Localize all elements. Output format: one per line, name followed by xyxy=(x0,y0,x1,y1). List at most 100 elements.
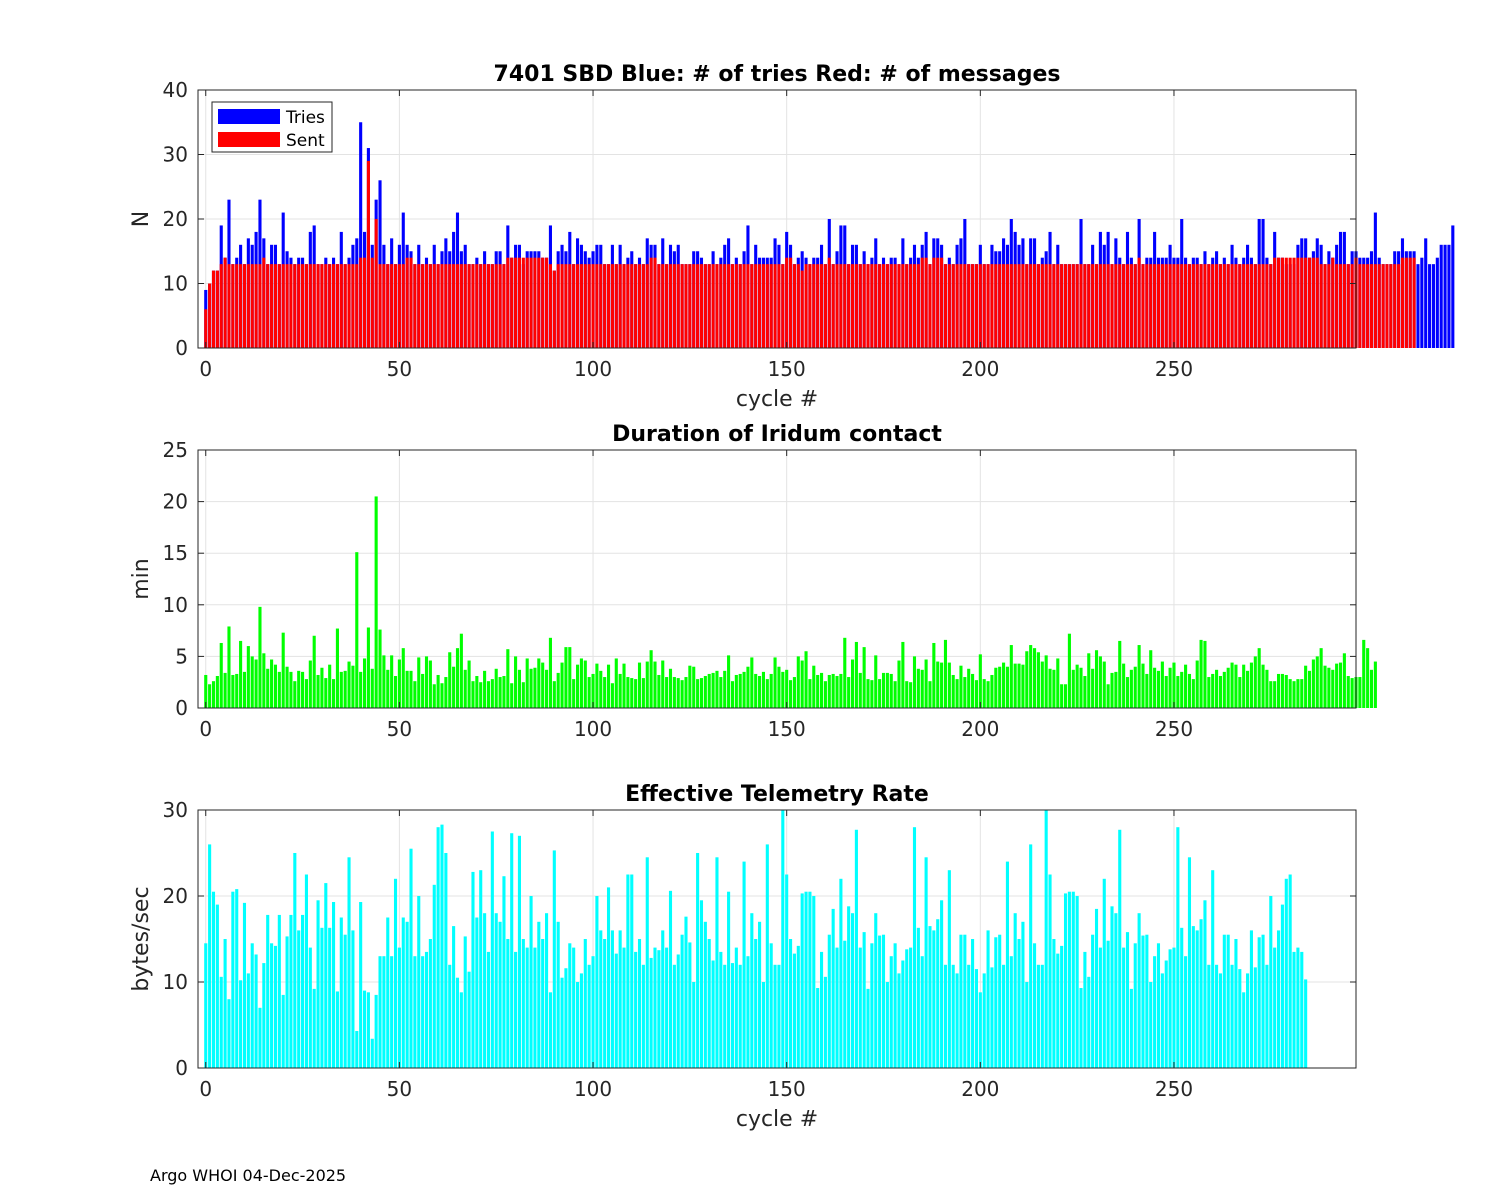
panel1-xtick-label: 250 xyxy=(1155,357,1193,381)
panel3-xlabel: cycle # xyxy=(736,1107,818,1132)
panel3-bar-rate xyxy=(854,829,858,1068)
panel2-bar-duration xyxy=(1091,668,1095,708)
panel2-bar-duration xyxy=(1273,681,1277,708)
panel1-bar-sent xyxy=(390,264,394,348)
panel3-bar-rate xyxy=(324,883,328,1068)
panel1-bar-sent xyxy=(785,257,789,348)
panel1-bar-sent xyxy=(208,283,212,348)
panel1-bar-sent xyxy=(781,264,785,348)
panel1-bar-sent xyxy=(618,264,622,348)
panel2-bar-duration xyxy=(328,664,332,708)
panel3-bar-rate xyxy=(397,947,401,1068)
panel1-bar-sent xyxy=(424,264,429,348)
panel1-xtick-label: 100 xyxy=(574,357,612,381)
panel2-bar-duration xyxy=(951,674,955,708)
panel3-bar-rate xyxy=(940,900,944,1068)
panel2-bar-duration xyxy=(1029,645,1033,708)
panel2-bar-duration xyxy=(758,676,762,708)
panel2-bar-duration xyxy=(1307,670,1312,708)
panel3-bar-rate xyxy=(1122,947,1126,1068)
panel2-bar-duration xyxy=(618,673,622,708)
panel1-bar-sent xyxy=(936,257,940,348)
panel1-bar-sent xyxy=(374,219,378,348)
panel1-bar-tries xyxy=(359,122,363,348)
panel1-bar-sent xyxy=(742,264,746,348)
panel1-bar-sent xyxy=(510,257,514,348)
panel1-bar-sent xyxy=(413,264,417,348)
panel2-bar-duration xyxy=(893,681,897,708)
panel1-bar-sent xyxy=(1013,264,1017,348)
panel2-bar-duration xyxy=(789,680,793,708)
panel3-bar-rate xyxy=(982,973,986,1068)
panel3-bar-rate xyxy=(1017,939,1021,1068)
panel1-bar-sent xyxy=(1033,264,1037,348)
panel3-bar-rate xyxy=(792,953,796,1068)
panel1-bar-sent xyxy=(1203,264,1207,348)
panel3-bar-rate xyxy=(475,917,479,1068)
panel1-bar-sent xyxy=(719,264,723,348)
panel3-bar-rate xyxy=(928,926,932,1068)
panel1-bar-sent xyxy=(560,264,564,348)
panel2-bar-duration xyxy=(676,678,680,708)
panel3-bar-rate xyxy=(1118,829,1122,1068)
panel1-bar-sent xyxy=(215,270,219,348)
panel2-bar-duration xyxy=(386,669,390,708)
panel2-bar-duration xyxy=(912,656,917,708)
panel3-bar-rate xyxy=(963,934,967,1068)
panel1-bar-sent xyxy=(827,257,831,348)
panel2-bar-duration xyxy=(301,671,305,708)
panel3-bar-rate xyxy=(1071,891,1075,1068)
panel1-bar-sent xyxy=(862,264,866,348)
panel3-bar-rate xyxy=(789,939,793,1068)
panel3-bar-rate xyxy=(920,956,924,1068)
panel2-bar-duration xyxy=(1137,645,1141,708)
panel3-bar-rate xyxy=(1265,964,1269,1068)
panel3-bar-rate xyxy=(1102,878,1106,1068)
panel3-bar-rate xyxy=(924,857,928,1068)
panel2-bar-duration xyxy=(870,680,874,708)
panel3-bar-rate xyxy=(730,963,735,1068)
panel3-bar-rate xyxy=(1168,949,1172,1068)
panel1-xtick-label: 150 xyxy=(768,357,806,381)
panel2-bar-duration xyxy=(1234,664,1238,708)
panel2-bar-duration xyxy=(819,672,824,708)
panel1-bar-sent xyxy=(1187,264,1192,348)
panel2-bar-duration xyxy=(816,674,820,708)
panel1-bar-sent xyxy=(893,264,897,348)
panel1-bar-sent xyxy=(1350,264,1354,348)
panel2-bar-duration xyxy=(514,656,518,708)
panel1-bar-sent xyxy=(1129,264,1133,348)
panel3-bar-rate xyxy=(1222,934,1226,1068)
panel3-bar-rate xyxy=(878,935,882,1068)
panel1-bar-sent xyxy=(246,264,250,348)
panel1-bar-sent xyxy=(242,264,247,348)
panel2-bar-duration xyxy=(1366,648,1370,708)
panel3-bar-rate xyxy=(312,988,316,1068)
panel3-bar-rate xyxy=(649,957,653,1068)
panel2-bar-duration xyxy=(273,664,278,708)
panel2-bar-duration xyxy=(831,673,835,708)
panel1-bar-sent xyxy=(595,264,599,348)
panel1-bar-sent xyxy=(262,257,266,348)
panel1-bar-sent xyxy=(1296,257,1300,348)
panel2-bar-duration xyxy=(668,668,673,708)
panel1-bar-sent xyxy=(688,264,692,348)
panel1-bar-sent xyxy=(1323,264,1327,348)
panel3-bar-rate xyxy=(769,943,773,1068)
panel2-bar-duration xyxy=(463,669,467,708)
panel3-bar-rate xyxy=(1048,874,1052,1068)
panel1-bar-sent xyxy=(1122,264,1126,348)
panel1-bar-sent xyxy=(916,264,920,348)
panel3-bar-rate xyxy=(211,891,216,1068)
panel3-xtick-label: 50 xyxy=(387,1077,412,1101)
panel3-bar-rate xyxy=(262,963,266,1068)
panel2-bar-duration xyxy=(932,642,936,708)
panel3-bar-rate xyxy=(711,960,715,1068)
panel3-bar-rate xyxy=(510,833,514,1068)
panel1-bar-sent xyxy=(1048,264,1052,348)
panel1-bar-tries xyxy=(1431,264,1436,348)
panel1-bar-sent xyxy=(978,264,982,348)
panel3-bar-rate xyxy=(1211,870,1215,1068)
panel1-bar-sent xyxy=(750,264,754,348)
panel3-bar-rate xyxy=(781,810,785,1068)
